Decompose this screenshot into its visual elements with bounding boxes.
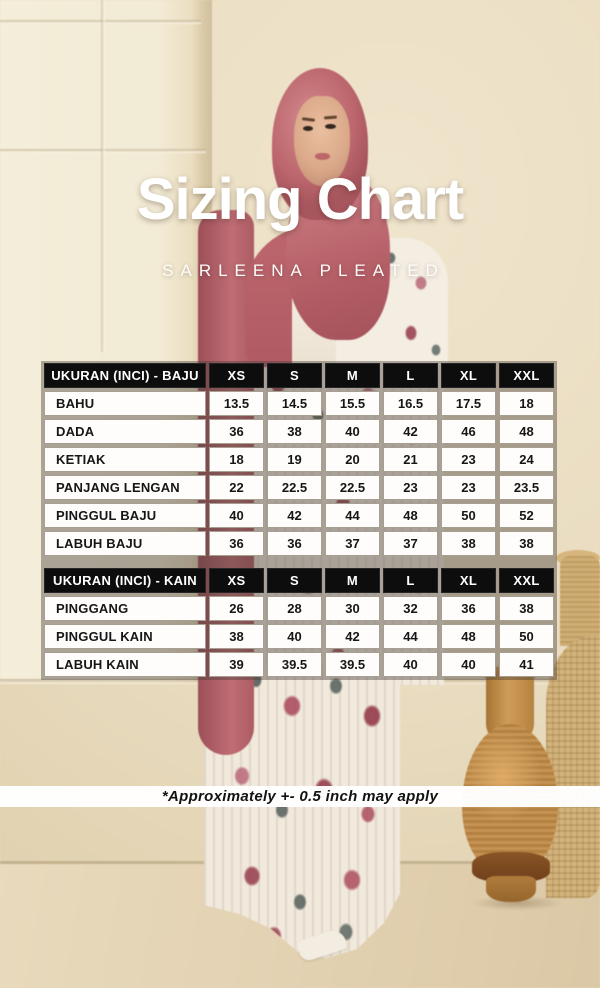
model-face — [294, 96, 350, 186]
model-eye-left — [303, 126, 313, 131]
measure-value: 36 — [209, 531, 264, 556]
measure-value: 14.5 — [267, 391, 322, 416]
measure-value: 52 — [499, 503, 554, 528]
measure-label: PINGGUL BAJU — [44, 503, 206, 528]
measure-value: 40 — [441, 652, 496, 677]
size-column-header: XL — [441, 568, 496, 593]
sizing-table: UKURAN (INCI) - BAJU XS S M L XL XXL BAH… — [41, 361, 557, 680]
measure-label: PANJANG LENGAN — [44, 475, 206, 500]
model-lips — [315, 153, 330, 160]
measure-value: 18 — [499, 391, 554, 416]
measure-value: 38 — [499, 596, 554, 621]
measure-value: 39 — [209, 652, 264, 677]
measure-value: 40 — [209, 503, 264, 528]
measure-value: 37 — [383, 531, 438, 556]
measure-value: 16.5 — [383, 391, 438, 416]
footnote-text: *Approximately +- 0.5 inch may apply — [161, 788, 439, 805]
size-column-header: XXL — [499, 568, 554, 593]
door-groove-top — [0, 20, 201, 24]
measure-value: 40 — [267, 624, 322, 649]
wooden-vase-shadow — [452, 892, 582, 914]
measure-value: 46 — [441, 419, 496, 444]
size-column-header: XS — [209, 363, 264, 388]
measure-value: 19 — [267, 447, 322, 472]
measure-label: BAHU — [44, 391, 206, 416]
measure-value: 36 — [209, 419, 264, 444]
measure-value: 23 — [383, 475, 438, 500]
size-column-header: M — [325, 568, 380, 593]
measure-value: 28 — [267, 596, 322, 621]
measure-value: 38 — [499, 531, 554, 556]
measure-value: 20 — [325, 447, 380, 472]
measure-value: 38 — [441, 531, 496, 556]
measure-value: 22.5 — [325, 475, 380, 500]
measure-value: 40 — [383, 652, 438, 677]
measure-value: 17.5 — [441, 391, 496, 416]
measure-value: 44 — [383, 624, 438, 649]
wicker-vase-neck — [560, 556, 600, 646]
wicker-vase-body — [546, 636, 600, 898]
measure-value: 37 — [325, 531, 380, 556]
measure-value: 39.5 — [325, 652, 380, 677]
measure-value: 30 — [325, 596, 380, 621]
measure-value: 22.5 — [267, 475, 322, 500]
measure-value: 18 — [209, 447, 264, 472]
measure-value: 48 — [441, 624, 496, 649]
measure-label: PINGGUL KAIN — [44, 624, 206, 649]
measure-value: 22 — [209, 475, 264, 500]
measure-label: DADA — [44, 419, 206, 444]
measure-value: 21 — [383, 447, 438, 472]
wooden-vase-foot — [486, 876, 536, 902]
measure-value: 41 — [499, 652, 554, 677]
measure-value: 42 — [267, 503, 322, 528]
size-column-header: S — [267, 363, 322, 388]
measure-label: KETIAK — [44, 447, 206, 472]
footnote-banner: *Approximately +- 0.5 inch may apply — [0, 786, 600, 807]
measure-value: 24 — [499, 447, 554, 472]
measure-value: 36 — [441, 596, 496, 621]
measure-value: 50 — [441, 503, 496, 528]
size-column-header: M — [325, 363, 380, 388]
measure-value: 42 — [325, 624, 380, 649]
measure-value: 39.5 — [267, 652, 322, 677]
measure-label: LABUH BAJU — [44, 531, 206, 556]
measure-value: 48 — [499, 419, 554, 444]
measure-value: 13.5 — [209, 391, 264, 416]
door-groove-vertical — [101, 0, 105, 352]
measure-value: 23 — [441, 475, 496, 500]
page-title: Sizing Chart — [136, 167, 464, 232]
table-section-header-kain: UKURAN (INCI) - KAIN — [44, 568, 206, 593]
measure-value: 36 — [267, 531, 322, 556]
product-name: SARLEENA PLEATED — [162, 261, 445, 280]
model-eye-right — [325, 124, 336, 129]
measure-value: 44 — [325, 503, 380, 528]
size-column-header: XL — [441, 363, 496, 388]
size-column-header: L — [383, 568, 438, 593]
measure-value: 26 — [209, 596, 264, 621]
size-column-header: S — [267, 568, 322, 593]
measure-label: PINGGANG — [44, 596, 206, 621]
measure-label: LABUH KAIN — [44, 652, 206, 677]
measure-value: 32 — [383, 596, 438, 621]
measure-value: 15.5 — [325, 391, 380, 416]
measure-value: 50 — [499, 624, 554, 649]
measure-value: 38 — [209, 624, 264, 649]
size-table-baju: UKURAN (INCI) - BAJU XS S M L XL XXL BAH… — [44, 363, 554, 556]
measure-value: 48 — [383, 503, 438, 528]
size-column-header: XS — [209, 568, 264, 593]
size-column-header: L — [383, 363, 438, 388]
table-section-header-baju: UKURAN (INCI) - BAJU — [44, 363, 206, 388]
measure-value: 40 — [325, 419, 380, 444]
measure-value: 23 — [441, 447, 496, 472]
measure-value: 38 — [267, 419, 322, 444]
measure-value: 42 — [383, 419, 438, 444]
size-table-kain: UKURAN (INCI) - KAIN XS S M L XL XXL PIN… — [44, 568, 554, 677]
measure-value: 23.5 — [499, 475, 554, 500]
size-column-header: XXL — [499, 363, 554, 388]
